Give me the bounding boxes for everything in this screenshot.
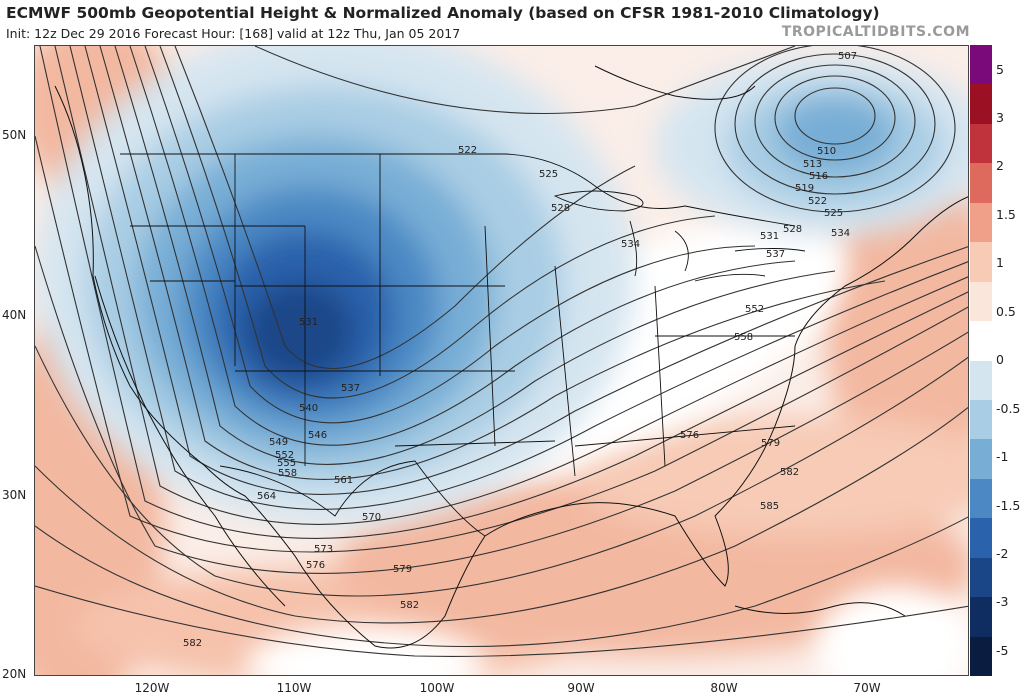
colorbar-label: 5: [996, 62, 1004, 77]
contour-label: 579: [761, 438, 780, 449]
colorbar-label: 1: [996, 255, 1004, 270]
colorbar-swatch: [970, 360, 992, 400]
colorbar-label: 0: [996, 352, 1004, 367]
contour-label: 519: [795, 183, 814, 194]
contour-label: 510: [817, 146, 836, 157]
contour-label: 555: [277, 458, 296, 469]
contour-label: 525: [824, 208, 843, 219]
lon-label: 70W: [853, 681, 881, 695]
colorbar-label: -1.5: [996, 498, 1021, 513]
lat-label: 40N: [2, 308, 27, 322]
lon-label: 100W: [419, 681, 455, 695]
contour-label: 585: [760, 501, 779, 512]
lat-label: 30N: [2, 488, 27, 502]
contour-label: 558: [734, 332, 753, 343]
contour-label: 537: [766, 249, 785, 260]
colorbar-swatch: [970, 439, 992, 479]
contour-label: 561: [334, 475, 353, 486]
lon-label: 90W: [567, 681, 595, 695]
contour-label: 540: [299, 403, 318, 414]
credit-watermark: TROPICALTIDBITS.COM: [781, 24, 970, 40]
colorbar-swatch: [970, 557, 992, 598]
colorbar-label: 2: [996, 158, 1004, 173]
contour-label: 525: [539, 169, 558, 180]
colorbar-swatch: [970, 163, 992, 203]
colorbar-swatch: [970, 123, 992, 164]
colorbar-label: 1.5: [996, 207, 1016, 222]
contour-label: 546: [308, 430, 327, 441]
colorbar-label: -2: [996, 546, 1009, 561]
colorbar-label: -0.5: [996, 401, 1021, 416]
contour-label: 552: [275, 450, 294, 461]
colorbar-swatch: [970, 281, 992, 322]
contour-label: 576: [680, 430, 699, 441]
contour-label: 516: [809, 171, 828, 182]
contour-label: 522: [458, 145, 477, 156]
contour-label: 531: [299, 317, 318, 328]
colorbar-swatch: [970, 84, 992, 124]
contour-label: 576: [306, 560, 325, 571]
colorbar-label: 3: [996, 110, 1004, 125]
contour-label: 549: [269, 437, 288, 448]
colorbar-label: -1: [996, 449, 1009, 464]
contour-label: 513: [803, 159, 822, 170]
chart-title: ECMWF 500mb Geopotential Height & Normal…: [6, 4, 880, 22]
lat-label: 50N: [2, 128, 27, 142]
map-panel: 507 510 513 516 519 522 525 528 531 534 …: [34, 45, 969, 676]
contour-label: 582: [183, 638, 202, 649]
colorbar-label: -5: [996, 643, 1009, 658]
colorbar-swatch: [970, 45, 992, 85]
colorbar-swatch: [970, 321, 992, 361]
lon-label: 80W: [710, 681, 738, 695]
contour-label: 570: [362, 512, 381, 523]
height-contours: [35, 46, 968, 657]
contour-label: 579: [393, 564, 412, 575]
colorbar-label: -3: [996, 594, 1009, 609]
contour-label: 582: [400, 600, 419, 611]
contour-label: 558: [278, 468, 297, 479]
contour-label: 528: [551, 203, 570, 214]
contour-label: 522: [808, 196, 827, 207]
chart-subtitle: Init: 12z Dec 29 2016 Forecast Hour: [16…: [6, 26, 461, 41]
colorbar: [970, 45, 992, 676]
contour-label: 537: [341, 383, 360, 394]
colorbar-swatch: [970, 636, 992, 676]
political-borders: [120, 153, 796, 537]
great-lakes: [553, 190, 806, 282]
colorbar-label: 0.5: [996, 304, 1016, 319]
contour-label: 528: [783, 224, 802, 235]
contour-label: 564: [257, 491, 276, 502]
colorbar-swatch: [970, 518, 992, 558]
contour-label: 552: [745, 304, 764, 315]
colorbar-swatch: [970, 597, 992, 637]
contour-label: 573: [314, 544, 333, 555]
contour-label: 582: [780, 467, 799, 478]
contour-label: 531: [760, 231, 779, 242]
colorbar-swatch: [970, 202, 992, 243]
colorbar-swatch: [970, 478, 992, 519]
lon-label: 120W: [134, 681, 170, 695]
contour-label: 534: [621, 239, 640, 250]
contour-labels: 507 510 513 516 519 522 525 528 531 534 …: [183, 51, 857, 649]
colorbar-swatch: [970, 242, 992, 282]
map-canvas: 507 510 513 516 519 522 525 528 531 534 …: [35, 46, 968, 675]
colorbar-swatch: [970, 399, 992, 440]
contour-label: 507: [838, 51, 857, 62]
lat-label: 20N: [2, 667, 27, 681]
contour-label: 534: [831, 228, 850, 239]
coastlines: [54, 65, 968, 649]
lon-label: 110W: [276, 681, 312, 695]
